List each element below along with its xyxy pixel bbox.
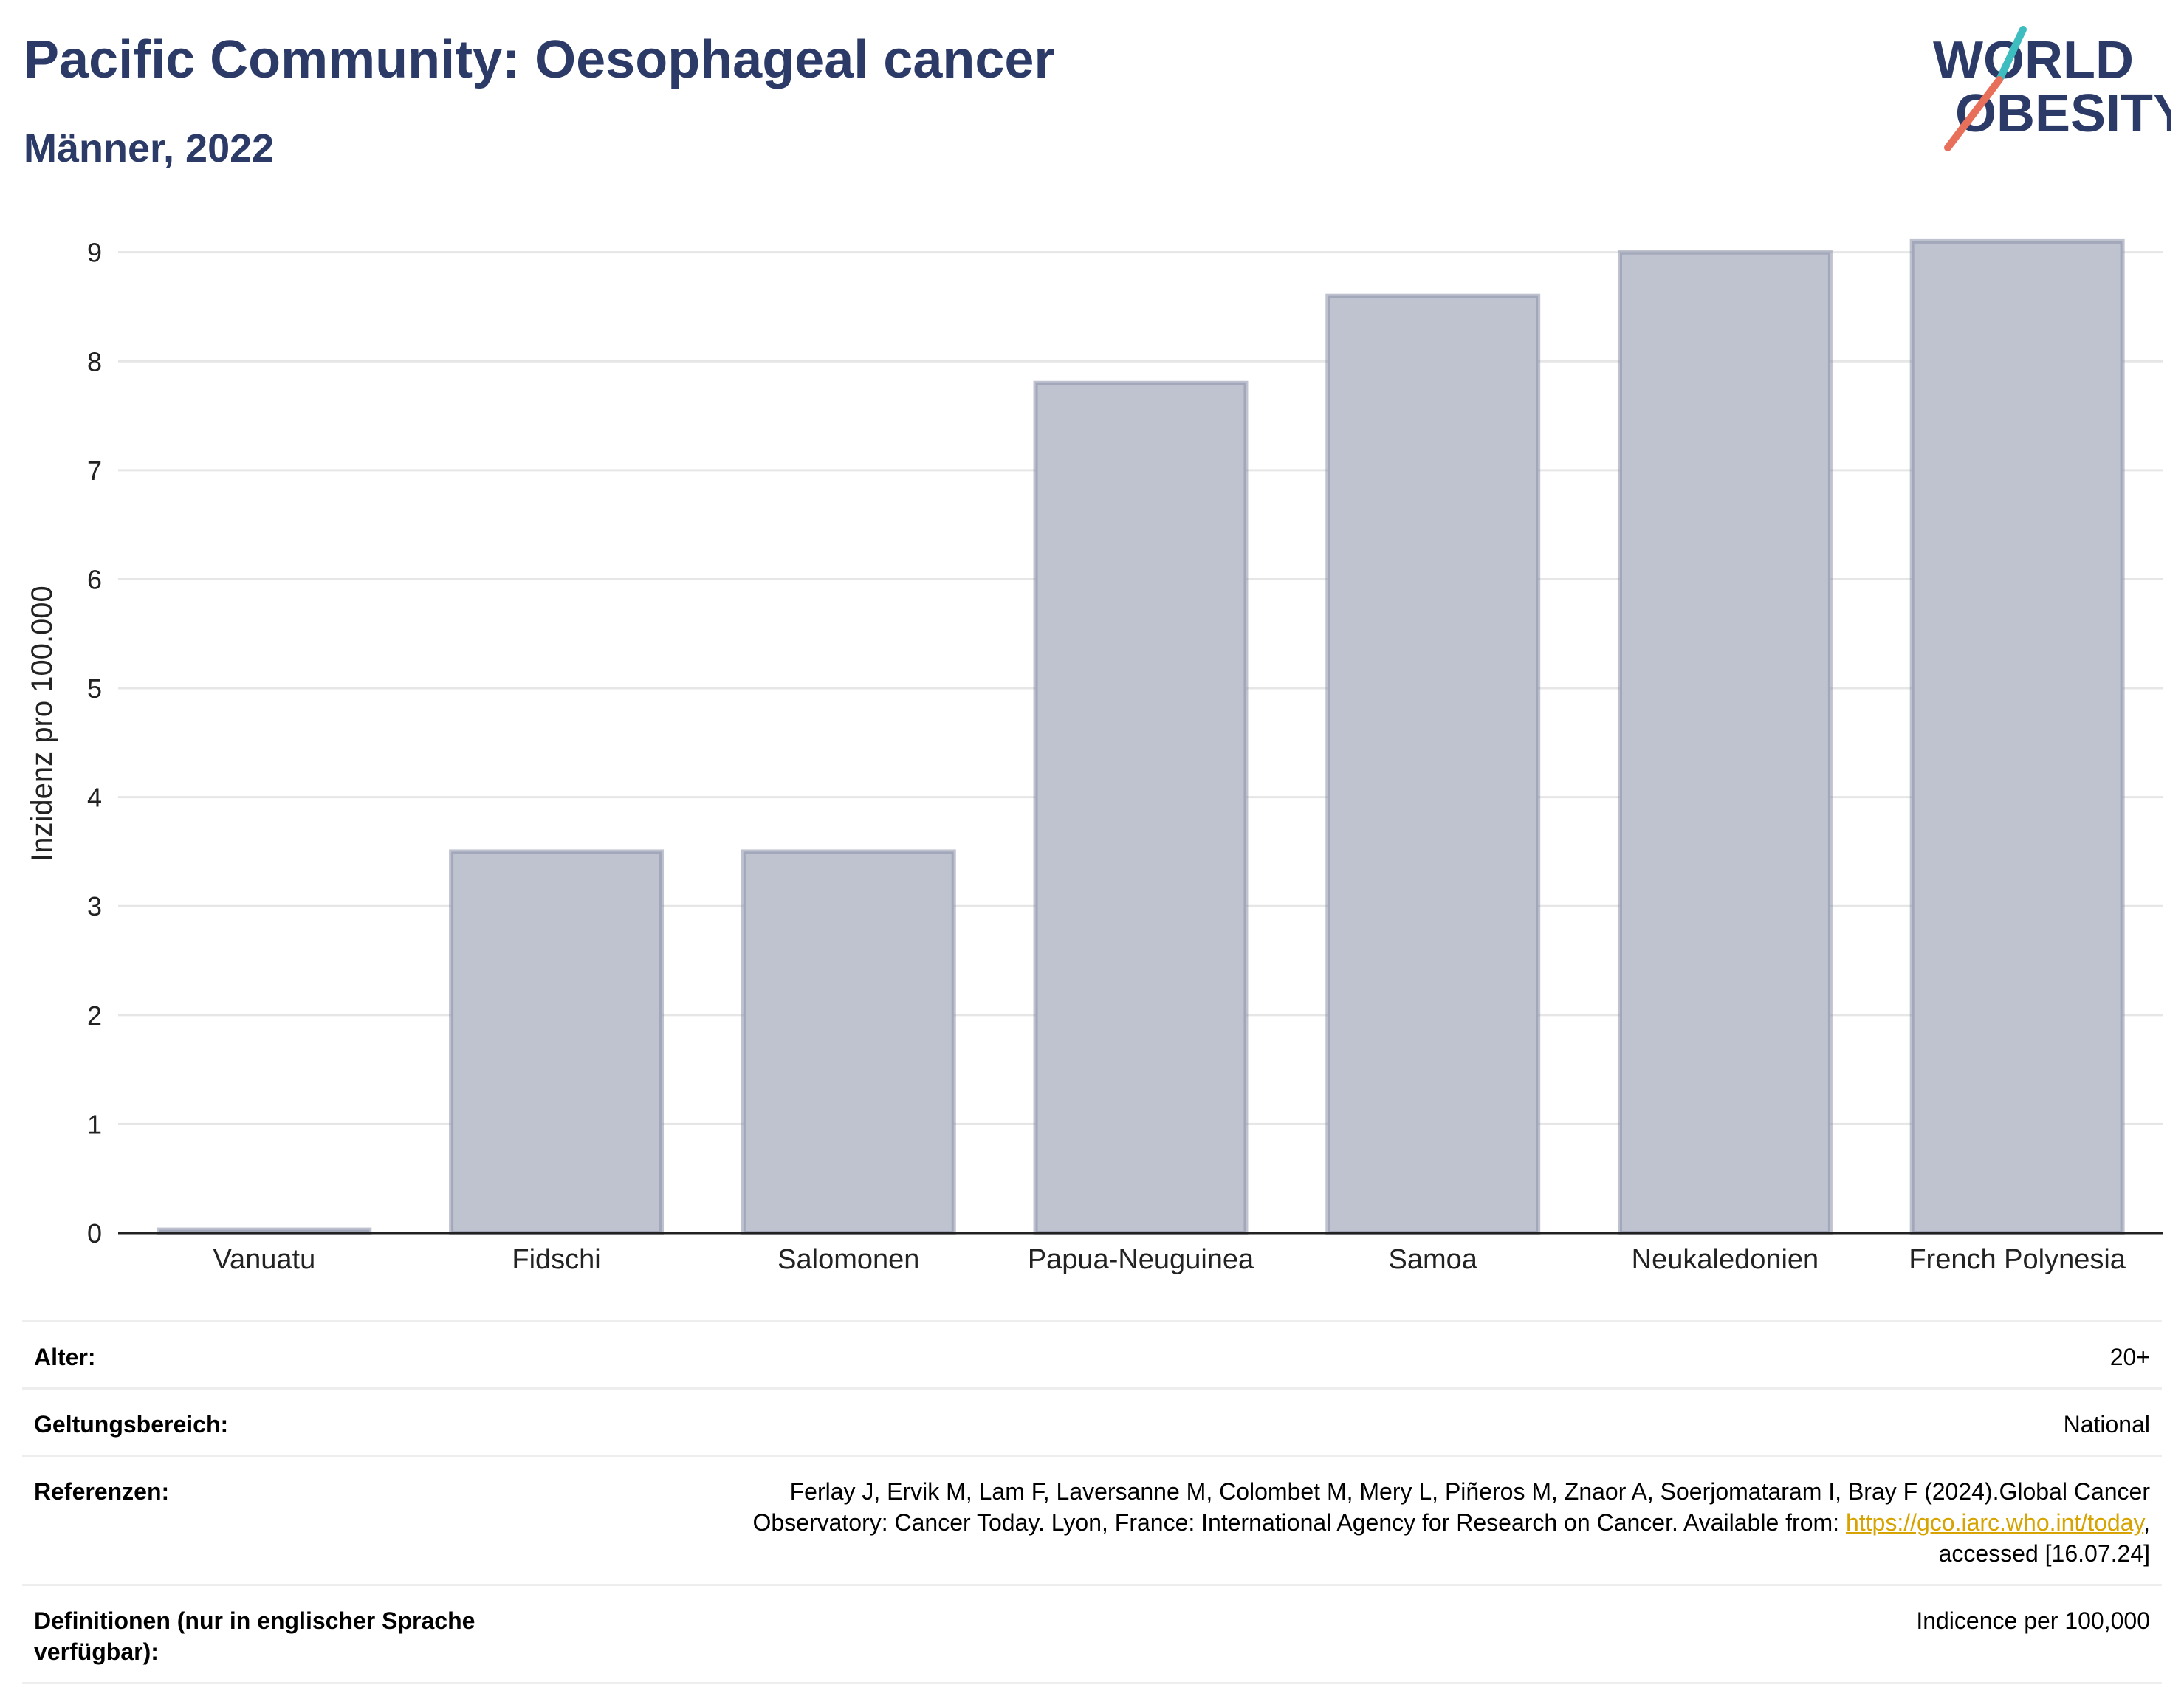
meta-row-scope: Geltungsbereich: National: [22, 1387, 2162, 1455]
meta-value-definitions: Indicence per 100,000: [1916, 1607, 2150, 1634]
y-axis-label: Inzidenz pro 100.000: [26, 586, 58, 862]
definitions-label-line-2: verfügbar):: [34, 1638, 159, 1665]
meta-label-definitions: Definitionen (nur in englischer Sprache …: [34, 1605, 551, 1667]
meta-value-scope: National: [2063, 1411, 2150, 1438]
logo-slash-coral: [1944, 76, 2003, 151]
y-tick-label: 5: [87, 673, 102, 704]
reference-link[interactable]: https://gco.iarc.who.int/today: [1845, 1509, 2144, 1536]
bar-french-polynesia: [1909, 238, 2125, 1235]
y-tick-label: 2: [87, 1000, 102, 1031]
bar-fidschi: [449, 849, 665, 1235]
reference-text-line-3: accessed [16.07.24]: [1938, 1540, 2150, 1567]
bar-salomonen: [741, 849, 956, 1235]
x-tick-label: Vanuatu: [213, 1244, 315, 1275]
x-tick-label: Samoa: [1389, 1244, 1478, 1275]
meta-label-scope: Geltungsbereich:: [34, 1411, 229, 1438]
logo-text-world: WORLD: [1933, 31, 2134, 90]
tick-labels: 0 1 2 3 4 5 6 7 8 9 Vanuatu Fidschi Salomonen Papua-N…: [87, 238, 2163, 1275]
meta-row-definitions: Definitionen (nur in englischer Sprache …: [22, 1584, 2162, 1684]
y-tick-label: 3: [87, 891, 102, 921]
bar-samoa: [1325, 293, 1541, 1235]
definitions-label-line-1: Definitionen (nur in englischer Sprache: [34, 1607, 475, 1634]
x-tick-label: Fidschi: [512, 1244, 600, 1275]
page-title: Pacific Community: Oesophageal cancer: [24, 30, 1055, 89]
reference-comma: ,: [2143, 1509, 2150, 1536]
bar-neukaledonien: [1617, 250, 1833, 1236]
logo-slash-teal: [1996, 26, 2027, 83]
x-tick-label: French Polynesia: [1909, 1244, 2126, 1275]
x-tick-label: Papua-Neuguinea: [1028, 1244, 1254, 1275]
meta-value-age: 20+: [2109, 1344, 2150, 1370]
metadata-table: Alter: 20+ Geltungsbereich: National Ref…: [22, 1320, 2162, 1684]
meta-label-references: Referenzen:: [34, 1478, 170, 1505]
y-tick-label: 7: [87, 456, 102, 486]
y-tick-label: 6: [87, 564, 102, 594]
y-tick-label: 1: [87, 1109, 102, 1139]
meta-row-references: Referenzen: Ferlay J, Ervik M, Lam F, La…: [22, 1455, 2162, 1584]
meta-value-references: Ferlay J, Ervik M, Lam F, Laversanne M, …: [551, 1476, 2150, 1569]
meta-row-age: Alter: 20+: [22, 1320, 2162, 1387]
y-tick-label: 4: [87, 783, 102, 813]
reference-text-line-2: Observatory: Cancer Today. Lyon, France:…: [752, 1509, 1846, 1536]
reference-text-line-1: Ferlay J, Ervik M, Lam F, Laversanne M, …: [789, 1478, 2150, 1505]
bars: [157, 238, 2125, 1236]
meta-label-age: Alter:: [34, 1344, 96, 1370]
x-tick-label: Salomonen: [777, 1244, 919, 1275]
bar-papua-neuguinea: [1033, 380, 1249, 1236]
bar-chart: 0 1 2 3 4 5 6 7 8 9 Vanuatu Fidschi Salomonen Papua-N…: [26, 238, 2163, 1275]
x-tick-label: Neukaledonien: [1632, 1244, 1819, 1275]
y-tick-label: 8: [87, 346, 102, 377]
page-subtitle: Männer, 2022: [24, 126, 275, 171]
y-tick-label: 0: [87, 1218, 102, 1249]
y-tick-label: 9: [87, 238, 102, 268]
world-obesity-logo: WORLD OBESITY: [1933, 26, 2171, 151]
